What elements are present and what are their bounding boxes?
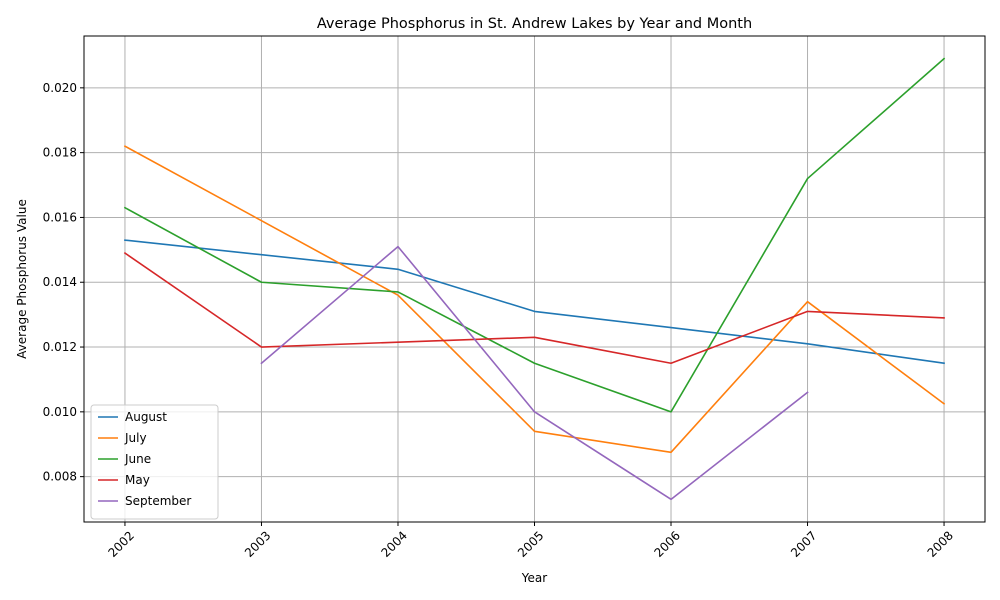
series-line-june (123, 57, 946, 413)
series-line-august (124, 239, 945, 365)
legend-label: July (124, 431, 147, 445)
y-axis-title: Average Phosphorus Value (15, 199, 29, 359)
x-tick-label: 2002 (105, 528, 136, 559)
x-tick-label: 2006 (652, 528, 683, 559)
x-tick-label: 2007 (788, 528, 819, 559)
legend-label: September (125, 494, 191, 508)
y-tick-label: 0.018 (43, 146, 77, 160)
legend-label: May (125, 473, 150, 487)
series-lines (123, 57, 946, 501)
legend-box (90, 404, 219, 520)
y-tick-label: 0.008 (43, 470, 77, 484)
legend: August July June May September (90, 404, 219, 520)
series-line-july (123, 145, 946, 454)
x-tick-label: 2008 (925, 528, 956, 559)
y-tick-label: 0.016 (43, 210, 77, 224)
x-tick-label: 2004 (379, 528, 410, 559)
series-line-may (123, 251, 945, 365)
series-line-september (260, 245, 809, 501)
y-tick-label: 0.012 (43, 340, 77, 354)
chart-title: Average Phosphorus in St. Andrew Lakes b… (317, 16, 752, 32)
x-tick-label: 2003 (242, 528, 273, 559)
axis-ticks: 2002 2003 2004 2005 2006 2007 2008 0.008 0.010 0.… (43, 81, 956, 560)
y-tick-label: 0.010 (43, 405, 77, 419)
x-tick-label: 2005 (515, 528, 546, 559)
x-axis-title: Year (521, 571, 547, 585)
legend-label: August (125, 410, 167, 424)
grid (84, 36, 985, 522)
legend-label: June (124, 452, 151, 466)
y-tick-label: 0.014 (43, 275, 77, 289)
y-tick-label: 0.020 (43, 81, 77, 95)
